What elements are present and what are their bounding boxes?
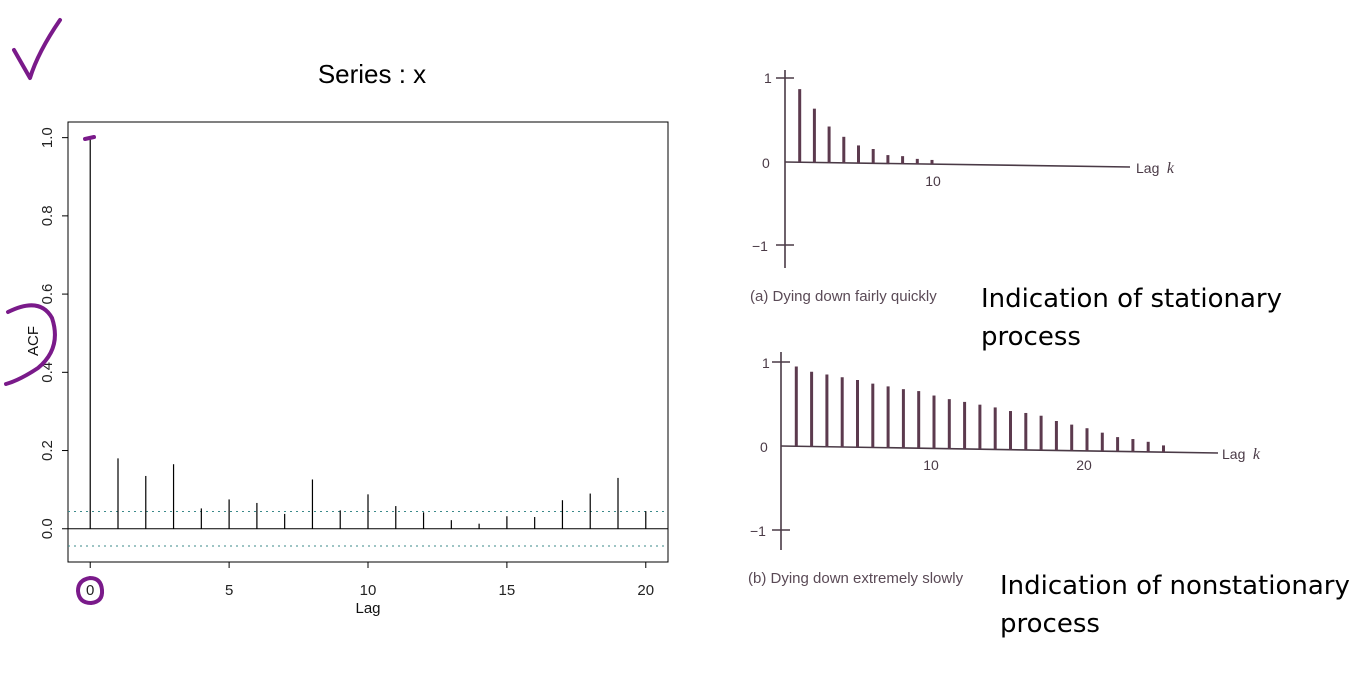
circle-around-acf-label-icon [4,303,57,386]
acf-ytick-label: 0.4 [39,362,56,383]
acf-xtick-label: 15 [499,582,516,599]
textbook-b-caption: (b) Dying down extremely slowly [748,570,964,587]
textbook-b-xtick-10: 10 [923,457,939,473]
note-stationary-line2: process [981,322,1081,352]
textbook-chart-b-bars [794,366,1165,453]
textbook-a-caption: (a) Dying down fairly quickly [750,288,937,305]
textbook-chart-a-axes [776,70,1131,268]
acf-x-axis-label: Lag [355,600,380,617]
checkmark-icon [12,18,62,80]
textbook-b-ytick-1: 1 [762,355,770,371]
handwritten-annotations [4,18,105,605]
textbook-chart-b: 1 0 −1 10 20 Lag k (b) Dying down extrem… [748,352,1261,587]
acf-xtick-label: 20 [637,582,654,599]
textbook-b-lag-label: Lag k [1222,446,1261,463]
acf-ytick-label: 0.2 [39,440,56,461]
acf-chart-title: Series : x [318,59,426,89]
acf-ytick-label: 1.0 [39,127,56,148]
textbook-chart-b-axes [772,352,1219,550]
acf-xtick-label: 0 [86,582,94,599]
textbook-b-ytick-neg1: −1 [750,523,766,539]
textbook-horizontal-axis [780,445,1219,454]
note-nonstationary: Indication of nonstationary process [1000,571,1358,639]
note-nonstationary-line1: Indication of nonstationary [1000,571,1350,601]
mark-on-lag-zero-bar-icon [83,135,96,141]
textbook-a-ytick-neg1: −1 [752,238,768,254]
note-stationary-line1: Indication of stationary [981,284,1282,314]
textbook-b-xtick-20: 20 [1076,457,1092,473]
acf-ytick-label: 0.8 [39,205,56,226]
note-nonstationary-line2: process [1000,609,1100,639]
acf-x-axis: 0 5 10 15 20 [86,562,654,599]
circle-around-lag-zero-icon [76,576,105,605]
textbook-chart-a-bars [798,89,934,165]
acf-ytick-label: 0.0 [39,518,56,539]
acf-bars [68,137,668,547]
acf-chart: Series : x 0 5 10 15 20 0.0 0.2 0.4 0.6 0.8 1.0 L… [25,59,669,617]
textbook-a-xtick-10: 10 [925,173,941,189]
textbook-horizontal-axis [784,161,1131,168]
textbook-a-ytick-1: 1 [764,70,772,86]
acf-y-axis-label: ACF [25,326,42,356]
acf-xtick-label: 5 [225,582,233,599]
note-stationary: Indication of stationary process [981,284,1290,352]
acf-ytick-label: 0.6 [39,284,56,305]
textbook-a-lag-label: Lag k [1136,160,1175,177]
acf-xtick-label: 10 [360,582,377,599]
textbook-chart-a: 1 0 −1 10 Lag k (a) Dying down fairly qu… [750,70,1175,305]
acf-y-axis: 0.0 0.2 0.4 0.6 0.8 1.0 [39,127,68,539]
textbook-b-ytick-0: 0 [760,439,768,455]
textbook-a-ytick-0: 0 [762,155,770,171]
